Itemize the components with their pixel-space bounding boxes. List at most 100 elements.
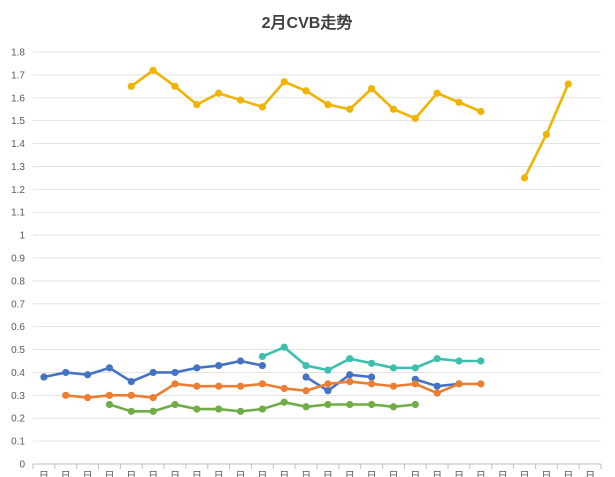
- data-point: [62, 391, 70, 399]
- data-point: [105, 391, 114, 399]
- data-point: [236, 357, 245, 365]
- data-point: [258, 103, 266, 111]
- data-point: [302, 403, 310, 411]
- data-point: [389, 105, 398, 113]
- series-1: [127, 66, 572, 182]
- y-tick-label: 0.1: [11, 437, 25, 448]
- data-point: [324, 366, 332, 374]
- data-point: [324, 400, 332, 409]
- series-5: [258, 343, 485, 374]
- data-point: [346, 371, 354, 379]
- y-tick-label: 0.2: [11, 414, 25, 425]
- data-point: [368, 400, 376, 409]
- chart-title: 2月CVB走势: [262, 13, 353, 32]
- data-point: [193, 101, 201, 109]
- data-point: [346, 378, 354, 386]
- data-point: [127, 391, 135, 399]
- data-point: [149, 394, 157, 402]
- data-point: [171, 380, 179, 388]
- x-tick-label: 日: [104, 471, 114, 477]
- y-tick-label: 1.7: [11, 70, 25, 81]
- data-point: [193, 382, 201, 390]
- data-point: [477, 107, 485, 116]
- y-tick-label: 0.4: [11, 368, 25, 379]
- y-tick-label: 1.6: [11, 93, 25, 104]
- data-point: [542, 130, 550, 138]
- data-point: [389, 382, 398, 390]
- data-point: [433, 355, 441, 363]
- data-point: [455, 98, 463, 106]
- data-point: [258, 361, 266, 370]
- x-tick-label: 日: [498, 471, 508, 477]
- data-point: [193, 405, 201, 413]
- y-tick-label: 0.7: [11, 299, 25, 310]
- data-point: [127, 407, 135, 415]
- data-point: [389, 403, 398, 411]
- x-tick-label: 日: [257, 471, 267, 477]
- x-tick-label: 日: [192, 471, 202, 477]
- x-tick-label: 日: [585, 471, 595, 477]
- data-point: [280, 78, 288, 86]
- data-point: [433, 89, 441, 97]
- data-point: [477, 357, 485, 365]
- y-tick-label: 1.3: [11, 162, 25, 173]
- y-tick-label: 1: [19, 231, 25, 242]
- y-axis-ticks: 0 0.1 0.2 0.3 0.4 0.5 0.6 0.7 0.8 0.9 1 1.1 1.2 1.3 1.…: [11, 48, 25, 471]
- x-tick-label: 日: [476, 471, 486, 477]
- data-point: [215, 89, 223, 97]
- data-point: [520, 174, 529, 182]
- data-point: [389, 364, 398, 372]
- data-point: [368, 359, 376, 367]
- data-point: [84, 394, 92, 402]
- y-tick-label: 1.1: [11, 208, 25, 219]
- data-point: [280, 398, 288, 406]
- series-2: [40, 357, 463, 395]
- x-tick-label: 日: [563, 471, 573, 477]
- data-point: [149, 66, 157, 74]
- x-tick-label: 日: [541, 471, 551, 477]
- x-tick-label: 日: [323, 471, 333, 477]
- data-point: [215, 405, 223, 413]
- data-point: [411, 380, 419, 388]
- data-point: [215, 361, 223, 370]
- data-point: [455, 357, 463, 365]
- data-point: [346, 400, 354, 409]
- data-point: [258, 405, 266, 413]
- data-point: [302, 361, 310, 370]
- data-point: [302, 387, 310, 395]
- data-point: [105, 400, 114, 409]
- data-point: [411, 114, 419, 122]
- x-tick-label: 日: [367, 471, 377, 477]
- data-point: [368, 373, 376, 381]
- y-tick-label: 1.5: [11, 116, 25, 127]
- y-tick-label: 0.6: [11, 322, 25, 333]
- data-point: [40, 373, 48, 381]
- x-tick-label: 日: [126, 471, 136, 477]
- x-tick-label: 日: [170, 471, 180, 477]
- data-point: [171, 368, 179, 377]
- y-tick-label: 1.8: [11, 48, 25, 59]
- data-point: [280, 384, 288, 393]
- data-point: [411, 364, 419, 372]
- y-tick-label: 0.3: [11, 391, 25, 402]
- data-point: [258, 352, 266, 361]
- data-point: [62, 368, 70, 377]
- data-point: [411, 400, 419, 409]
- data-point: [236, 96, 245, 104]
- y-tick-label: 1.2: [11, 185, 25, 196]
- series-3: [62, 378, 485, 402]
- series-group: [40, 66, 572, 415]
- data-point: [127, 378, 135, 386]
- data-point: [302, 87, 310, 95]
- y-tick-label: 1.4: [11, 139, 25, 150]
- x-tick-label: 日: [301, 471, 311, 477]
- data-point: [433, 382, 441, 390]
- x-tick-label: 日: [61, 471, 71, 477]
- x-tick-label: 日: [214, 471, 224, 477]
- y-tick-label: 0: [19, 460, 25, 471]
- x-tick-label: 日: [432, 471, 442, 477]
- x-tick-label: 日: [410, 471, 420, 477]
- data-point: [324, 387, 332, 395]
